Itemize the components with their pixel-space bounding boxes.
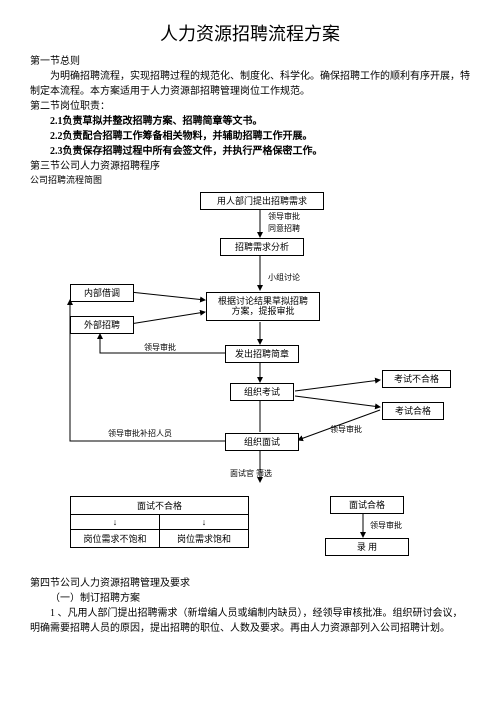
flow-label-screen: 面试官 筛选 — [230, 470, 272, 478]
flow-node-analysis: 招聘需求分析 — [220, 238, 304, 257]
flow-label-approve1: 领导审批 — [268, 213, 300, 221]
flow-node-internal: 内部借调 — [70, 284, 134, 303]
flow-label-discuss: 小组讨论 — [268, 274, 300, 282]
section1-heading: 第一节总则 — [30, 54, 470, 69]
section2-heading: 第二节岗位职责： — [30, 99, 470, 114]
doc-title: 人力资源招聘流程方案 — [30, 20, 470, 46]
section4-heading: 第四节公司人力资源招聘管理及要求 — [30, 576, 470, 591]
flow-label-agree: 同意招聘 — [268, 225, 300, 233]
section4-body: 1 、凡用人部门提出招聘需求（新增编人员或编制内缺员），经领导审核批准。组织研讨… — [30, 606, 470, 636]
flow-label-approve2: 领导审批 — [144, 344, 176, 352]
section2-item3: 2.3负责保存招聘过程中所有会签文件，并执行严格保密工作。 — [30, 144, 470, 159]
flow-label-approve3: 领导审批 — [330, 426, 362, 434]
section3-heading: 第三节公司人力资源招聘程序 — [30, 159, 470, 174]
flow-node-external: 外部招聘 — [70, 316, 134, 335]
flow-node-draft: 根据讨论结果草拟招聘 方案，提报审批 — [206, 292, 320, 322]
section1-body: 为明确招聘流程，实现招聘过程的规范化、制度化、科学化。确保招聘工作的顺利有序开展… — [30, 69, 470, 99]
section2-item2: 2.2负责配合招聘工作筹备相关物料，并辅助招聘工作开展。 — [30, 129, 470, 144]
section4-sub: （一）制订招聘方案 — [30, 591, 470, 606]
section2-item1: 2.1负责草拟并整改招聘方案、招聘简章等文书。 — [30, 114, 470, 129]
flow-node-draft-l1: 根据讨论结果草拟招聘 — [218, 296, 308, 306]
flow-node-interview: 组织面试 — [225, 433, 299, 452]
section3-sub: 公司招聘流程简图 — [30, 174, 470, 188]
flow-node-request: 用人部门提出招聘需求 — [200, 192, 324, 211]
flow-node-fail: 考试不合格 — [382, 370, 451, 389]
flow-node-draft-l2: 方案，提报审批 — [231, 306, 294, 316]
bottom-arrows — [30, 496, 470, 576]
flow-node-publish: 发出招聘简章 — [225, 345, 299, 364]
flow-node-pass: 考试合格 — [382, 402, 444, 421]
flow-label-supplement: 领导审批补招人员 — [108, 430, 172, 438]
bottom-section: 面试不合格 ↓ ↓ 岗位需求不饱和 岗位需求饱和 面试合格 录 用 领导审批 — [30, 496, 470, 576]
flow-node-exam: 组织考试 — [230, 383, 294, 402]
flowchart: 用人部门提出招聘需求 招聘需求分析 内部借调 外部招聘 根据讨论结果草拟招聘 方… — [30, 192, 470, 492]
